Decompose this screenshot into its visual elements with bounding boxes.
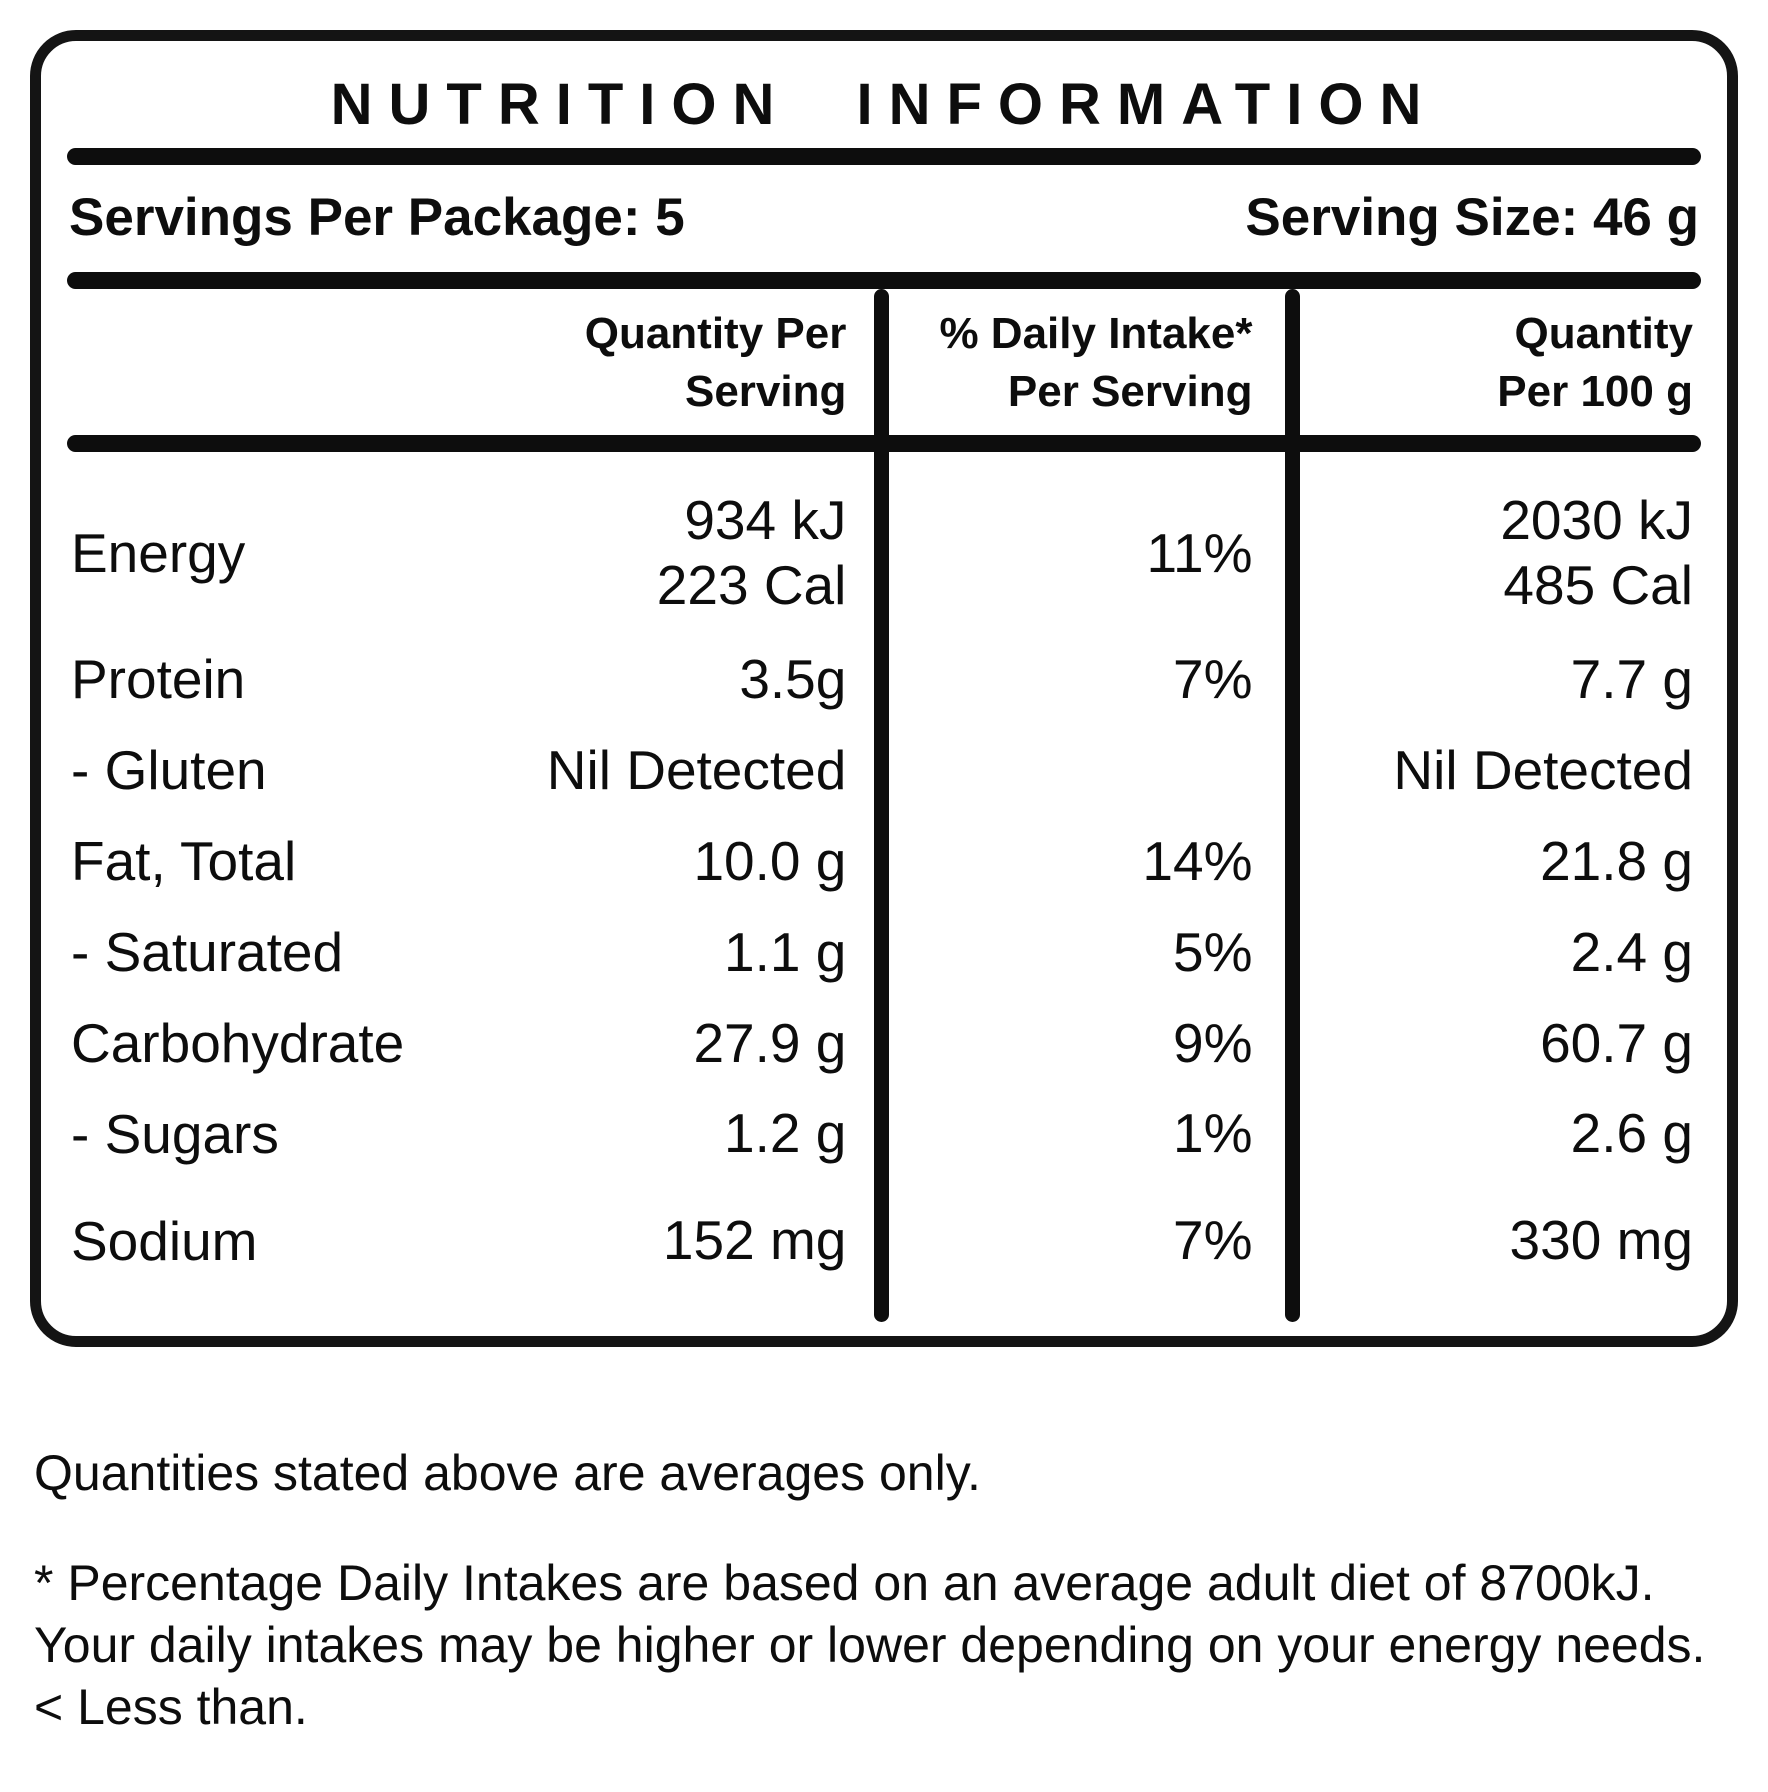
nutrient-label: Sodium (71, 1209, 258, 1272)
table-rows: Energy 934 kJ 223 Cal 11% 2030 kJ 485 Ca… (67, 452, 1701, 1286)
table-header-row: Quantity Per Serving % Daily Intake* Per… (67, 289, 1701, 435)
nutrient-row-carbohydrate: Carbohydrate 27.9 g 9% 60.7 g (67, 998, 1701, 1089)
daily-intake-value: 9% (1172, 1011, 1253, 1074)
qty-per-100g-value: 2.4 g (1570, 920, 1693, 983)
daily-intake-value: 7% (1172, 647, 1253, 710)
nutrient-label: - Sugars (71, 1102, 279, 1165)
footnote-daily-intake-variation: Your daily intakes may be higher or lowe… (34, 1617, 1706, 1674)
qty-per-serving-value: 10.0 g (693, 829, 847, 892)
panel-title: NUTRITION INFORMATION (330, 72, 1438, 137)
nutrient-label: Fat, Total (71, 830, 297, 893)
qty-per-100g-value: 60.7 g (1540, 1011, 1693, 1074)
nutrient-label: Carbohydrate (71, 1011, 405, 1074)
nutrient-label: Energy (71, 522, 246, 585)
footnote-averages: Quantities stated above are averages onl… (34, 1445, 981, 1502)
qty-per-serving-value: 27.9 g (693, 1011, 847, 1074)
qty-per-serving-value: Nil Detected (546, 738, 847, 801)
nutrient-row-saturated: - Saturated 1.1 g 5% 2.4 g (67, 907, 1701, 998)
nutrient-label: - Gluten (71, 739, 267, 802)
footnotes: Quantities stated above are averages onl… (30, 1442, 1738, 1738)
nutrient-row-gluten: - Gluten Nil Detected Nil Detected (67, 725, 1701, 816)
daily-intake-value: 1% (1172, 1102, 1253, 1165)
nutrition-panel: NUTRITION INFORMATION Servings Per Packa… (30, 30, 1738, 1348)
column-divider-2 (1284, 289, 1300, 1323)
servings-row: Servings Per Package: 5 Serving Size: 46… (67, 165, 1701, 272)
footnote-daily-intake-block: * Percentage Daily Intakes are based on … (34, 1552, 1734, 1738)
col-header-qty-per-100g: Quantity Per 100 g (1497, 309, 1693, 417)
nutrition-table: Quantity Per Serving % Daily Intake* Per… (67, 289, 1701, 1336)
servings-per-package: Servings Per Package: 5 (69, 188, 685, 247)
qty-per-100g-value: 7.7 g (1570, 647, 1693, 710)
rule-above-header (67, 272, 1701, 289)
rule-under-title (67, 148, 1701, 165)
col-header-qty-per-serving: Quantity Per Serving (584, 309, 847, 417)
nutrition-label-page: NUTRITION INFORMATION Servings Per Packa… (30, 30, 1738, 1738)
footnote-daily-intake-basis: * Percentage Daily Intakes are based on … (34, 1555, 1655, 1612)
daily-intake-value: 5% (1172, 920, 1253, 983)
qty-per-100g-value: 2030 kJ 485 Cal (1500, 489, 1693, 617)
nutrient-row-protein: Protein 3.5g 7% 7.7 g (67, 634, 1701, 725)
qty-per-100g-value: 2.6 g (1570, 1102, 1693, 1165)
nutrient-label: - Saturated (71, 921, 344, 984)
nutrient-row-fat-total: Fat, Total 10.0 g 14% 21.8 g (67, 816, 1701, 907)
qty-per-serving-value: 1.2 g (724, 1102, 847, 1165)
qty-per-serving-value: 3.5g (739, 647, 847, 710)
daily-intake-value: 7% (1172, 1209, 1253, 1272)
nutrient-row-energy: Energy 934 kJ 223 Cal 11% 2030 kJ 485 Ca… (67, 468, 1701, 634)
col-header-daily-intake: % Daily Intake* Per Serving (939, 309, 1253, 417)
serving-size: Serving Size: 46 g (1245, 188, 1699, 247)
nutrient-row-sodium: Sodium 152 mg 7% 330 mg (67, 1195, 1701, 1286)
nutrient-label: Protein (71, 648, 246, 711)
qty-per-100g-value: Nil Detected (1393, 738, 1693, 801)
qty-per-100g-value: 330 mg (1509, 1209, 1693, 1272)
nutrient-row-sugars: - Sugars 1.2 g 1% 2.6 g (67, 1088, 1701, 1179)
qty-per-100g-value: 21.8 g (1540, 829, 1693, 892)
qty-per-serving-value: 152 mg (662, 1209, 847, 1272)
daily-intake-value: 14% (1142, 829, 1253, 892)
column-divider-1 (874, 289, 890, 1323)
qty-per-serving-value: 1.1 g (724, 920, 847, 983)
footnote-less-than: < Less than. (34, 1679, 308, 1736)
qty-per-serving-value: 934 kJ 223 Cal (656, 489, 847, 617)
daily-intake-value: 11% (1146, 521, 1253, 584)
